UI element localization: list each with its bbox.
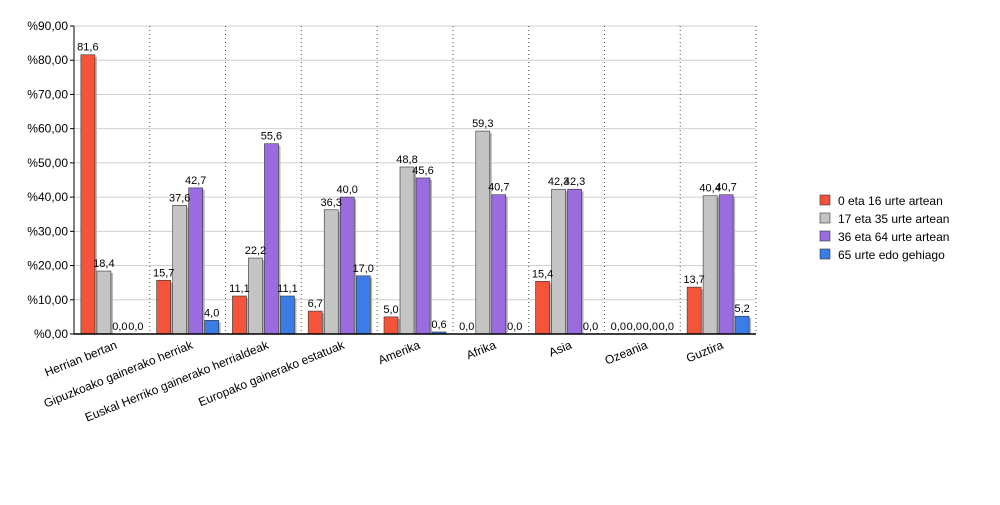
x-tick-label: Asia	[547, 338, 574, 360]
bar	[248, 258, 262, 334]
bar	[568, 189, 582, 334]
bar	[476, 131, 490, 334]
y-tick-label: %0,00	[34, 327, 68, 341]
x-tick-label: Amerika	[376, 338, 422, 368]
legend-label: 36 eta 64 urte artean	[838, 230, 949, 244]
bar	[205, 320, 219, 334]
data-label: 5,2	[734, 303, 749, 315]
bar	[703, 196, 717, 334]
data-label: 11,1	[229, 283, 250, 295]
y-tick-label: %60,00	[27, 122, 68, 136]
data-label: 6,7	[308, 298, 323, 310]
data-label: 18,4	[93, 258, 114, 270]
data-label: 42,7	[185, 175, 206, 187]
bar	[719, 195, 733, 334]
bar	[324, 210, 338, 334]
data-label: 55,6	[261, 131, 282, 143]
data-label: 0,6	[431, 319, 446, 331]
data-label: 0,0	[659, 321, 674, 333]
data-label: 15,4	[532, 268, 553, 280]
data-label: 4,0	[204, 307, 219, 319]
data-label: 37,6	[169, 192, 190, 204]
bar	[552, 189, 566, 334]
bar	[384, 317, 398, 334]
data-label: 11,1	[277, 283, 298, 295]
bar	[416, 178, 430, 334]
data-label: 42,3	[564, 176, 585, 188]
legend-label: 0 eta 16 urte artean	[838, 194, 943, 208]
legend-label: 17 eta 35 urte artean	[838, 212, 949, 226]
data-label: 59,3	[472, 118, 493, 130]
legend-label: 65 urte edo gehiago	[838, 248, 945, 262]
bar	[157, 280, 171, 334]
legend-swatch	[820, 249, 830, 259]
y-tick-label: %50,00	[27, 156, 68, 170]
data-label: 5,0	[383, 304, 398, 316]
bar	[280, 296, 294, 334]
bar	[264, 144, 278, 334]
data-label: 40,0	[337, 184, 358, 196]
legend-swatch	[820, 213, 830, 223]
bar	[97, 271, 111, 334]
y-tick-label: %30,00	[27, 224, 68, 238]
y-tick-label: %90,00	[27, 19, 68, 33]
x-tick-label: Guztira	[684, 338, 725, 366]
bar	[232, 296, 246, 334]
bar	[189, 188, 203, 334]
data-label: 0,0	[643, 321, 658, 333]
data-label: 0,0	[507, 321, 522, 333]
data-label: 45,6	[412, 165, 433, 177]
data-label: 36,3	[321, 197, 342, 209]
x-tick-label: Ozeania	[603, 338, 650, 368]
data-label: 40,7	[488, 182, 509, 194]
legend: 0 eta 16 urte artean 17 eta 35 urte artea…	[820, 194, 949, 262]
bar	[400, 167, 414, 334]
data-label: 0,0	[583, 321, 598, 333]
data-label: 22,2	[245, 245, 266, 257]
data-label: 0,0	[112, 321, 127, 333]
data-label: 0,0	[627, 321, 642, 333]
data-label: 81,6	[77, 42, 98, 54]
bar	[687, 287, 701, 334]
bar	[173, 205, 187, 334]
y-tick-label: %40,00	[27, 190, 68, 204]
legend-swatch	[820, 231, 830, 241]
axes: %0,00 %10,00 %20,00 %30,00 %40,00 %50,00 %60,0…	[27, 19, 756, 424]
data-label: 0,0	[459, 321, 474, 333]
x-tick-label: Europako gainerako estatuak	[196, 337, 347, 409]
data-label: 15,7	[153, 267, 174, 279]
data-label: 40,7	[715, 182, 736, 194]
data-label: 0,0	[611, 321, 626, 333]
bar	[492, 195, 506, 334]
data-label: 13,7	[683, 274, 704, 286]
bar	[308, 311, 322, 334]
y-tick-label: %80,00	[27, 53, 68, 67]
y-tick-label: %70,00	[27, 87, 68, 101]
bar	[735, 316, 749, 334]
bar	[536, 281, 550, 334]
y-tick-label: %20,00	[27, 259, 68, 273]
legend-swatch	[820, 195, 830, 205]
data-label: 17,0	[353, 263, 374, 275]
bar	[356, 276, 370, 334]
bar	[81, 55, 95, 334]
data-label: 0,0	[128, 321, 143, 333]
x-tick-label: Afrika	[464, 338, 498, 363]
y-tick-label: %10,00	[27, 293, 68, 307]
